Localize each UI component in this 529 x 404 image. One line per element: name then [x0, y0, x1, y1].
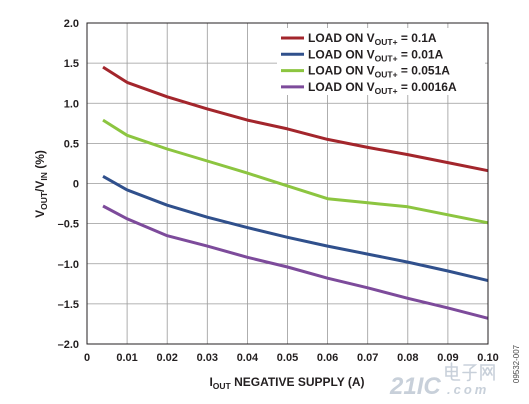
legend-entry: LOAD ON VOUT+ = 0.051A [281, 64, 450, 80]
y-axis-label: VOUT/VIN (%) [33, 150, 49, 218]
tick-labels: 0 0.01 0.02 0.03 0.04 0.05 0.06 0.07 0.08 0.09 0.1… [58, 18, 499, 364]
y-axis-label-v: V [33, 210, 47, 218]
y-tick-label: 0 [73, 179, 79, 191]
series-lines [102, 65, 489, 320]
x-tick-label: 0.04 [237, 352, 259, 364]
legend-label-value: = 0.01A [398, 47, 444, 61]
plot-frame [86, 22, 489, 345]
x-tick-label: 0.02 [156, 352, 177, 364]
y-tick-label: 1.5 [64, 58, 79, 70]
y-tick-label: 2.0 [64, 18, 79, 30]
legend-label-subscript: OUT+ [375, 53, 398, 63]
legend-label: LOAD ON VOUT+ = 0.01A [308, 47, 444, 63]
y-tick-label: –2.0 [58, 339, 79, 351]
figure-code: 09532-007 [512, 344, 521, 383]
legend-label-subscript: OUT+ [375, 70, 398, 80]
x-tick-label: 0.06 [317, 352, 338, 364]
series-line [102, 174, 489, 283]
legend-entry: LOAD ON VOUT+ = 0.1A [281, 31, 437, 47]
legend-label-text: LOAD ON V [308, 31, 375, 45]
y-tick-label: 0.5 [64, 138, 79, 150]
y-axis-label-subscript-out: OUT [39, 191, 49, 210]
legend-label: LOAD ON VOUT+ = 0.051A [308, 64, 450, 80]
series-line [102, 65, 489, 173]
x-tick-label: 0.07 [357, 352, 378, 364]
legend-label-subscript: OUT+ [375, 37, 398, 47]
series-line [102, 118, 489, 225]
watermark-cn-glyphs [445, 362, 495, 382]
x-tick-label: 0.08 [397, 352, 418, 364]
x-tick-label: 0.09 [437, 352, 458, 364]
legend-label-subscript: OUT+ [375, 86, 398, 96]
legend-label-text: LOAD ON V [308, 47, 375, 61]
x-axis-label-main: I [209, 375, 212, 389]
x-tick-label: 0 [84, 352, 90, 364]
y-tick-label: –0.5 [58, 219, 79, 231]
legend-label-value: = 0.1A [398, 31, 437, 45]
series-line [102, 204, 489, 320]
legend-label-text: LOAD ON V [308, 64, 375, 78]
watermark-suffix: .com [447, 382, 489, 397]
legend-label: LOAD ON VOUT+ = 0.1A [308, 31, 437, 47]
legend-label-value: = 0.0016A [398, 80, 457, 94]
legend-entry: LOAD ON VOUT+ = 0.01A [281, 47, 444, 63]
legend-label-text: LOAD ON V [308, 80, 375, 94]
y-tick-label: –1.0 [58, 259, 79, 271]
y-tick-label: 1.0 [64, 98, 79, 110]
watermark-logo: 21IC .com [389, 362, 495, 400]
x-axis-label-rest: NEGATIVE SUPPLY (A) [231, 375, 365, 389]
legend-label: LOAD ON VOUT+ = 0.0016A [308, 80, 457, 96]
watermark-glyph-1 [445, 362, 461, 381]
legend-entry: LOAD ON VOUT+ = 0.0016A [281, 80, 457, 96]
x-tick-label: 0.03 [197, 352, 218, 364]
x-axis-label-subscript: OUT [213, 381, 232, 391]
y-axis-label-subscript-in: IN [39, 172, 49, 181]
watermark-brand: 21IC [389, 373, 441, 400]
legend-background [277, 28, 485, 95]
x-tick-label: 0.10 [477, 352, 498, 364]
legend-label-value: = 0.051A [398, 64, 451, 78]
watermark-glyph-3 [480, 364, 495, 381]
watermark-glyph-2 [462, 364, 478, 382]
y-axis-label-slash-v: /V [33, 181, 47, 192]
y-axis-label-unit: (%) [33, 150, 47, 172]
x-tick-label: 0.05 [277, 352, 298, 364]
x-axis-label: IOUT NEGATIVE SUPPLY (A) [209, 375, 364, 391]
y-tick-label: –1.5 [58, 299, 79, 311]
x-tick-label: 0.01 [116, 352, 137, 364]
